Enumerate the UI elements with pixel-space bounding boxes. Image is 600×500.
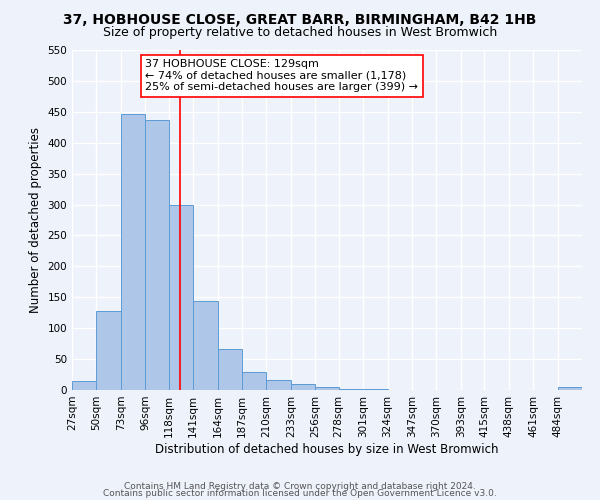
Bar xyxy=(338,389,363,390)
Bar xyxy=(72,380,97,390)
Bar xyxy=(218,348,242,390)
Bar xyxy=(193,301,218,390)
X-axis label: Distribution of detached houses by size in West Bromwich: Distribution of detached houses by size … xyxy=(155,442,499,456)
Text: 37, HOBHOUSE CLOSE, GREAT BARR, BIRMINGHAM, B42 1HB: 37, HOBHOUSE CLOSE, GREAT BARR, BIRMINGH… xyxy=(64,12,536,26)
Text: Contains HM Land Registry data © Crown copyright and database right 2024.: Contains HM Land Registry data © Crown c… xyxy=(124,482,476,491)
Text: Contains public sector information licensed under the Open Government Licence v3: Contains public sector information licen… xyxy=(103,489,497,498)
Bar xyxy=(266,380,291,390)
Y-axis label: Number of detached properties: Number of detached properties xyxy=(29,127,42,313)
Bar xyxy=(242,372,266,390)
Bar xyxy=(145,120,169,390)
Bar xyxy=(121,114,145,390)
Bar xyxy=(169,205,193,390)
Bar xyxy=(316,387,338,390)
Bar xyxy=(291,384,316,390)
Bar xyxy=(97,311,121,390)
Text: Size of property relative to detached houses in West Bromwich: Size of property relative to detached ho… xyxy=(103,26,497,39)
Text: 37 HOBHOUSE CLOSE: 129sqm
← 74% of detached houses are smaller (1,178)
25% of se: 37 HOBHOUSE CLOSE: 129sqm ← 74% of detac… xyxy=(145,60,418,92)
Bar xyxy=(557,387,582,390)
